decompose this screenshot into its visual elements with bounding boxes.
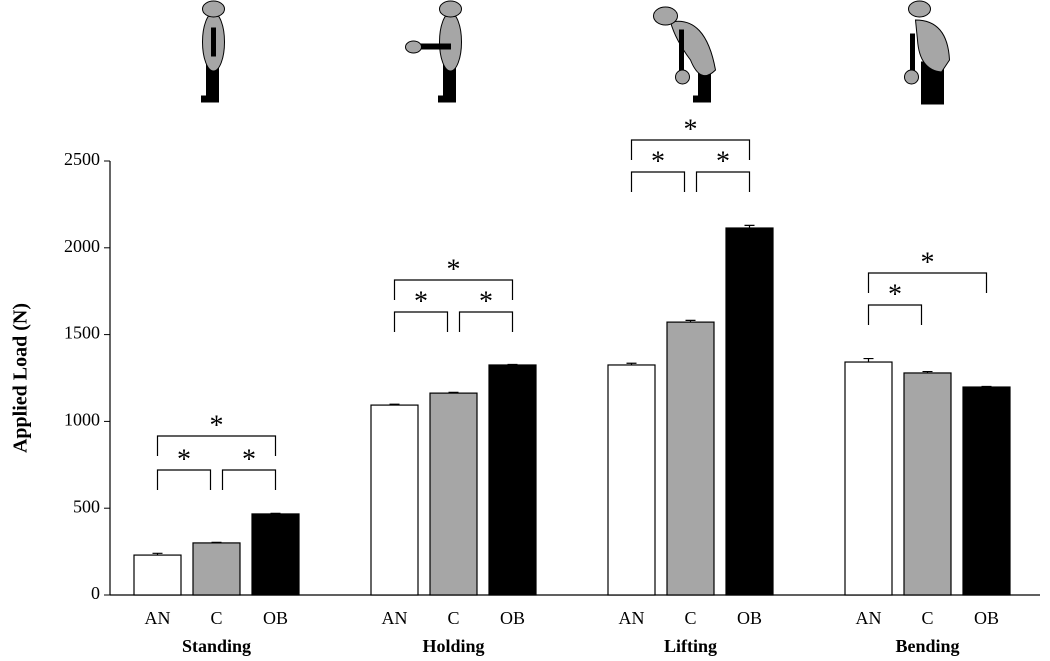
error-bar	[685, 319, 696, 323]
significance-star: *	[888, 279, 902, 310]
bar	[370, 404, 419, 596]
significance-star: *	[414, 286, 428, 317]
bar	[429, 392, 478, 596]
significance-star: *	[479, 286, 493, 317]
significance-bracket	[393, 311, 449, 332]
error-bar	[626, 362, 637, 365]
bar-label: AN	[145, 608, 171, 628]
significance-bracket	[695, 171, 751, 192]
error-bar	[922, 370, 933, 373]
bar-label: AN	[382, 608, 408, 628]
bar-label: OB	[263, 608, 288, 628]
significance-star: *	[447, 254, 461, 285]
bar	[251, 513, 300, 596]
y-tick-label: 0	[91, 583, 100, 603]
significance-star: *	[651, 146, 665, 177]
bar-label: C	[447, 608, 459, 628]
y-axis-label: Applied Load (N)	[10, 303, 32, 453]
bar	[488, 364, 537, 596]
bar-label: AN	[856, 608, 882, 628]
error-bar	[744, 224, 755, 229]
error-bar	[448, 391, 459, 394]
bar-label: C	[210, 608, 222, 628]
bar	[666, 321, 715, 596]
error-bar	[863, 357, 874, 363]
posture-icon	[201, 0, 225, 103]
category-label: Standing	[182, 636, 251, 656]
bar-label: C	[921, 608, 933, 628]
bar	[133, 554, 182, 596]
significance-star: *	[684, 114, 698, 145]
posture-icon	[904, 0, 951, 105]
bar-label: OB	[974, 608, 999, 628]
significance-bracket	[630, 171, 686, 192]
bar-label: AN	[619, 608, 645, 628]
significance-star: *	[242, 444, 256, 475]
category-label: Bending	[895, 636, 959, 656]
error-bar	[981, 385, 992, 388]
significance-bracket	[156, 469, 212, 490]
bar	[844, 361, 893, 596]
bar	[962, 386, 1011, 596]
bar	[903, 372, 952, 596]
significance-bracket	[867, 304, 923, 325]
y-tick-label: 2500	[64, 149, 100, 169]
posture-icon	[405, 0, 462, 103]
error-bar	[507, 363, 518, 366]
significance-bracket	[630, 139, 751, 160]
bar-label: OB	[737, 608, 762, 628]
posture-icon	[653, 6, 717, 103]
error-bar	[389, 403, 400, 406]
significance-bracket	[393, 279, 514, 300]
bar	[725, 227, 774, 596]
y-tick-label: 500	[73, 496, 100, 516]
significance-star: *	[177, 444, 191, 475]
y-tick-label: 2000	[64, 236, 100, 256]
bar	[192, 542, 241, 596]
significance-bracket	[221, 469, 277, 490]
error-bar	[270, 512, 281, 515]
error-bar	[152, 552, 163, 556]
bar	[607, 364, 656, 596]
bar-label: C	[684, 608, 696, 628]
y-tick-label: 1500	[64, 323, 100, 343]
category-label: Holding	[422, 636, 484, 656]
category-label: Lifting	[664, 636, 717, 656]
significance-star: *	[210, 410, 224, 441]
error-bar	[211, 541, 222, 543]
significance-bracket	[458, 311, 514, 332]
bar-label: OB	[500, 608, 525, 628]
significance-star: *	[921, 247, 935, 278]
significance-bracket	[156, 435, 277, 456]
y-tick-label: 1000	[64, 410, 100, 430]
significance-bracket	[867, 272, 988, 293]
significance-star: *	[716, 146, 730, 177]
